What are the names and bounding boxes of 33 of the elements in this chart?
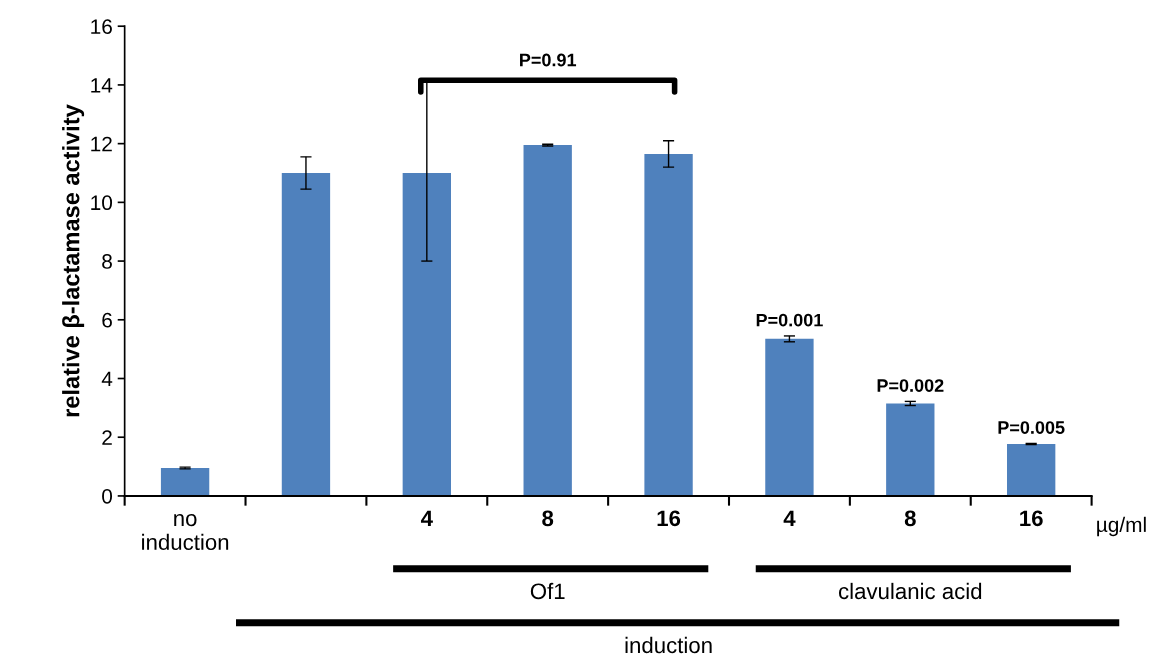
y-tick-label: 16 xyxy=(91,19,112,34)
bar xyxy=(160,468,210,496)
x-tick-label: 8 xyxy=(904,510,916,527)
annotation: P=0.001 xyxy=(756,313,823,327)
annotation: P=0.91 xyxy=(520,53,577,67)
text: clavulanic acid xyxy=(838,582,982,600)
y-tick-label: 14 xyxy=(91,78,113,93)
y-tick-label: 0 xyxy=(102,488,113,504)
x-tick-label: 4 xyxy=(420,510,433,526)
bar xyxy=(886,403,935,496)
y-tick-label: 10 xyxy=(91,195,113,211)
x-tick-label: 4 xyxy=(783,510,796,526)
x-tick-label: 16 xyxy=(1020,510,1043,527)
y-tick-label: 2 xyxy=(102,430,112,445)
y-tick-label: 6 xyxy=(102,312,112,328)
y-tick-label: 4 xyxy=(101,371,113,387)
bar xyxy=(281,173,331,496)
annotation: P=0.002 xyxy=(877,379,944,392)
bar xyxy=(1007,443,1056,496)
y-tick-label: 12 xyxy=(91,136,112,152)
bar xyxy=(402,173,451,496)
annotation: P=0.005 xyxy=(998,421,1065,434)
bar xyxy=(644,153,693,496)
text: induction xyxy=(625,636,712,654)
x-tick-label: 8 xyxy=(542,510,554,527)
text: µg/ml xyxy=(1097,516,1146,537)
y-tick-label: 8 xyxy=(102,254,112,269)
bar xyxy=(765,338,814,496)
bar xyxy=(523,145,572,496)
x-tick-label: no induction xyxy=(142,513,229,551)
x-tick-label: 16 xyxy=(657,510,681,527)
y-axis-title: relative β-lactamase activity xyxy=(62,104,85,417)
text: Of1 xyxy=(530,582,565,600)
